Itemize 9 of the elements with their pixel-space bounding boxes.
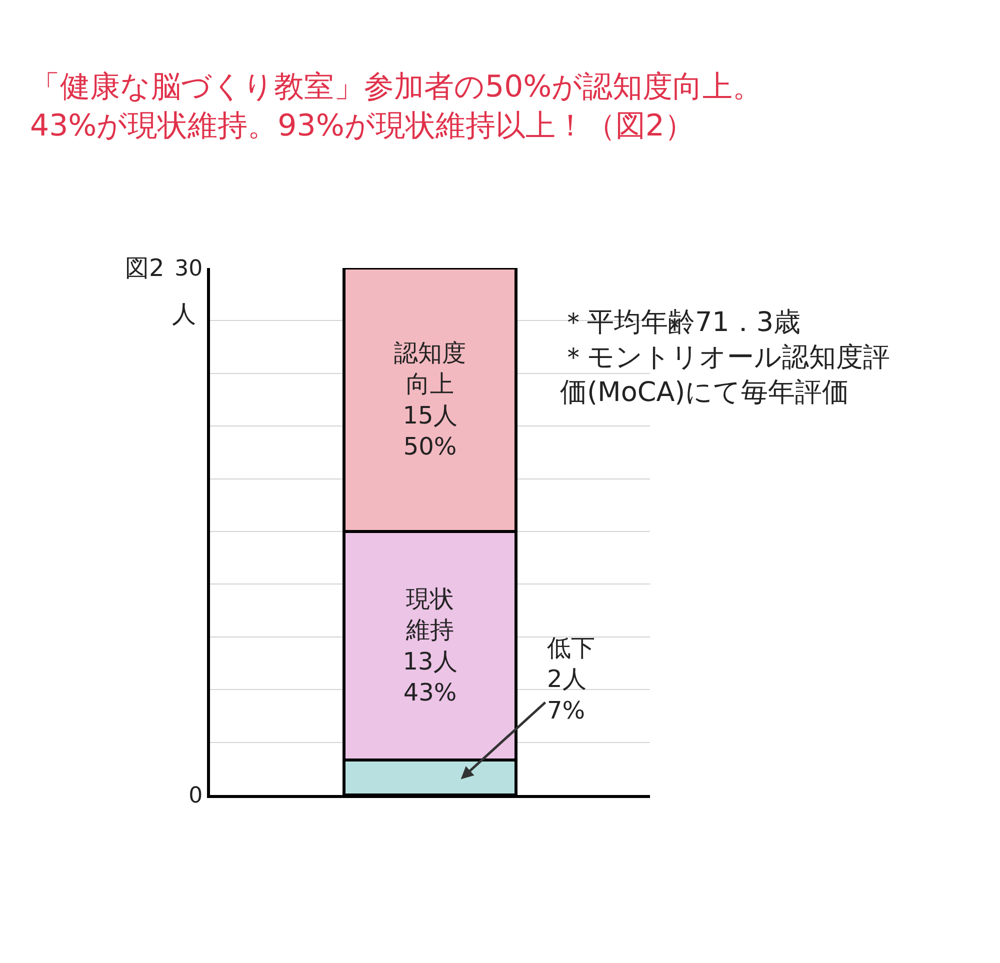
data-label: 認知度向上15人50% — [394, 338, 466, 461]
annotation: ＊平均年齢71．3歳＊モントリオール認知度評価(MoCA)にて毎年評価 — [560, 307, 890, 408]
y-tick-label: 0 — [188, 784, 203, 809]
y-tick-label: 30 — [174, 256, 203, 282]
y-axis-title: 人 — [172, 300, 196, 328]
chart-title: 「健康な脳づくり教室」参加者の50%が認知度向上。43%が現状維持。93%が現状維持以上！（図2） — [30, 69, 763, 144]
annotation: 低下2人7% — [547, 634, 595, 724]
caption: 図2 — [125, 254, 164, 282]
data-label: 現状維持13人43% — [402, 584, 458, 706]
